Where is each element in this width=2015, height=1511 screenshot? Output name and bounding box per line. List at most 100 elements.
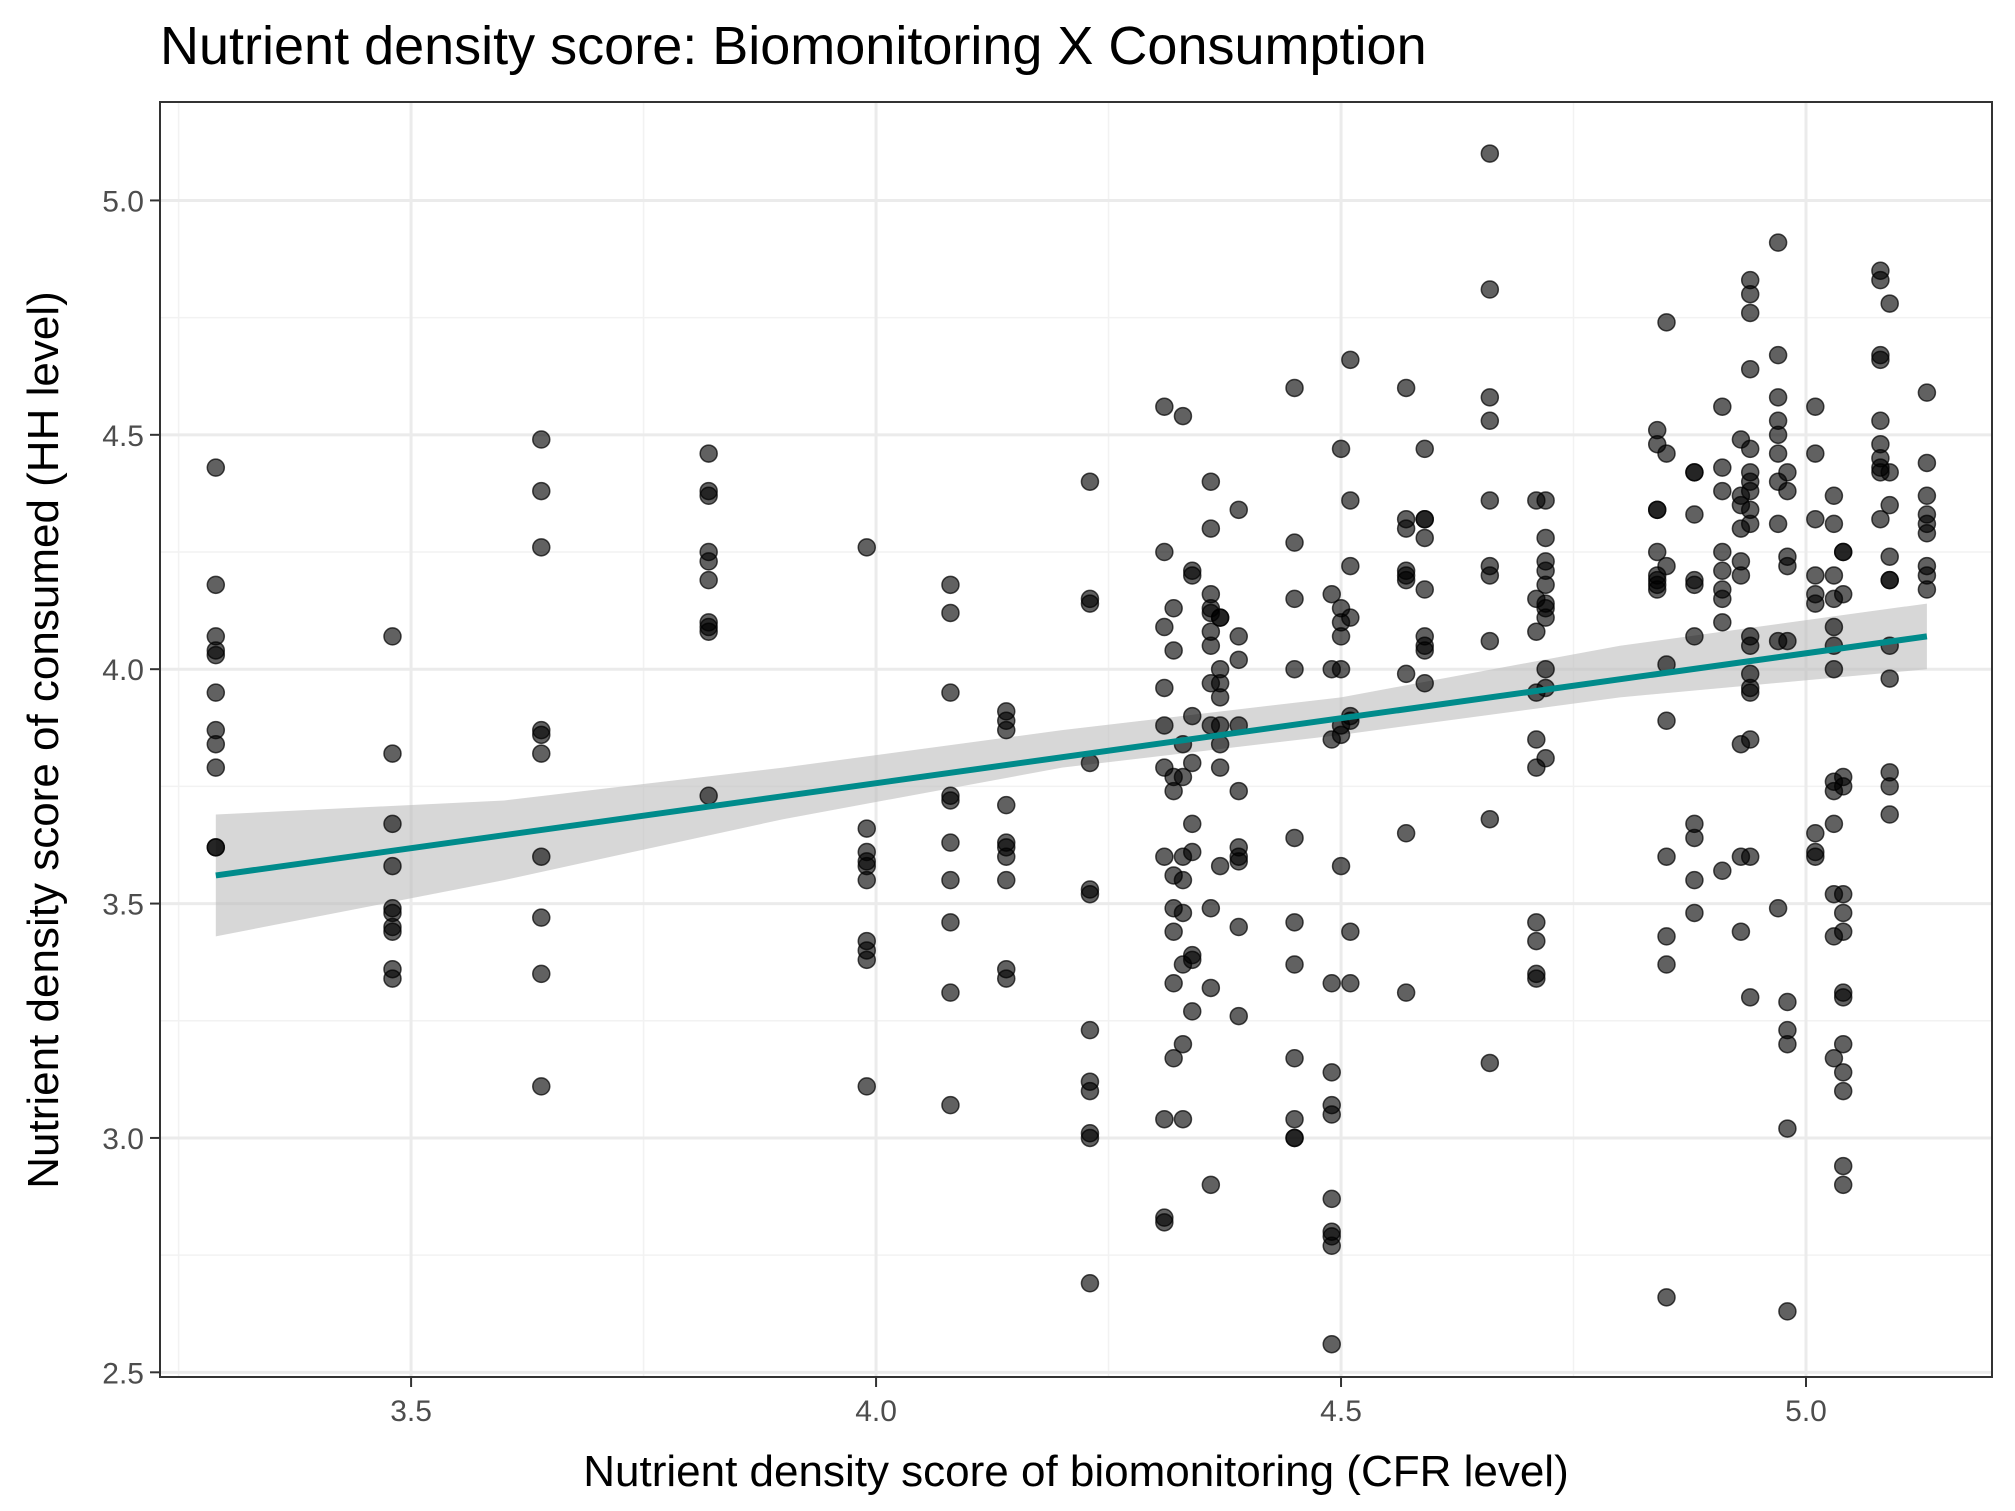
data-point xyxy=(1155,1213,1174,1232)
data-point xyxy=(1880,805,1899,824)
y-tick-label: 4.5 xyxy=(102,420,144,453)
data-point xyxy=(1740,988,1760,1007)
data-point xyxy=(1768,899,1788,918)
data-point xyxy=(1182,1002,1202,1021)
data-point xyxy=(997,720,1016,740)
data-point xyxy=(1647,580,1667,599)
data-point xyxy=(1778,992,1797,1012)
data-point xyxy=(1833,777,1853,796)
data-point xyxy=(1229,1006,1248,1026)
data-point xyxy=(1778,1034,1797,1054)
y-axis: 2.5 3.0 3.5 4.0 4.5 5.0 xyxy=(102,185,160,1390)
data-point xyxy=(1778,1302,1797,1321)
data-point xyxy=(1768,345,1788,365)
data-point xyxy=(1740,481,1760,501)
data-point xyxy=(1778,631,1797,651)
data-point xyxy=(1182,706,1202,726)
data-point xyxy=(699,444,718,463)
data-point xyxy=(1536,575,1555,595)
data-point xyxy=(1285,659,1304,679)
data-point xyxy=(1536,608,1555,627)
data-point xyxy=(1210,608,1230,627)
data-point xyxy=(1080,594,1100,613)
data-point xyxy=(1331,439,1351,459)
data-point xyxy=(1341,556,1360,576)
data-point xyxy=(1824,514,1844,534)
data-point xyxy=(1833,903,1853,923)
data-point xyxy=(1229,627,1248,646)
data-point xyxy=(1768,388,1788,407)
data-point xyxy=(1155,617,1174,637)
data-point xyxy=(1740,359,1760,379)
data-point xyxy=(1917,524,1937,543)
points-layer xyxy=(206,144,1937,1354)
data-point xyxy=(206,838,226,857)
data-point xyxy=(1480,144,1500,163)
data-point xyxy=(1285,955,1304,974)
data-point xyxy=(1768,514,1788,534)
data-point xyxy=(1768,444,1788,463)
data-point xyxy=(1201,472,1221,491)
data-point xyxy=(206,758,226,777)
data-point xyxy=(1229,781,1248,801)
data-point xyxy=(1880,463,1899,482)
data-point xyxy=(1080,1020,1100,1040)
data-point xyxy=(1341,491,1360,510)
data-point xyxy=(1768,233,1788,252)
data-point xyxy=(941,833,960,852)
data-point xyxy=(383,627,402,646)
data-point xyxy=(1480,566,1500,585)
data-point xyxy=(1917,486,1937,505)
data-point xyxy=(1713,458,1732,477)
data-point xyxy=(1210,856,1230,876)
data-point xyxy=(1917,580,1937,599)
data-point xyxy=(1285,828,1304,848)
data-point xyxy=(1833,1063,1853,1082)
data-point xyxy=(1480,411,1500,430)
data-point xyxy=(532,430,551,449)
data-point xyxy=(1740,439,1760,459)
data-point xyxy=(1713,397,1732,416)
data-point xyxy=(532,1077,551,1096)
data-point xyxy=(383,814,402,834)
data-point xyxy=(1657,847,1676,866)
data-point xyxy=(1480,809,1500,829)
data-point xyxy=(1164,974,1183,993)
y-tick-label: 2.5 xyxy=(102,1357,144,1390)
data-point xyxy=(1080,1128,1100,1148)
data-point xyxy=(1285,1049,1304,1068)
data-point xyxy=(1527,622,1546,641)
data-point xyxy=(1322,1334,1341,1354)
data-point xyxy=(997,847,1016,866)
data-point xyxy=(1806,444,1825,463)
data-point xyxy=(1201,899,1221,918)
data-point xyxy=(1080,1274,1100,1293)
data-point xyxy=(1713,861,1732,880)
data-point xyxy=(1415,580,1434,599)
data-point xyxy=(206,575,226,595)
data-point xyxy=(1740,683,1760,702)
data-point xyxy=(1229,852,1248,871)
data-point xyxy=(383,856,402,876)
trend-line xyxy=(215,633,1928,879)
data-point xyxy=(1880,547,1899,566)
data-point xyxy=(1824,814,1844,834)
data-point xyxy=(1229,500,1248,520)
data-point xyxy=(1322,1189,1341,1209)
data-point xyxy=(1173,767,1193,787)
data-point xyxy=(532,744,551,763)
data-point xyxy=(1536,749,1555,768)
data-point xyxy=(1647,500,1667,520)
data-point xyxy=(1164,599,1183,618)
data-point xyxy=(206,645,226,665)
data-point xyxy=(1833,1156,1853,1176)
data-point xyxy=(1740,303,1760,323)
data-point xyxy=(699,570,718,590)
data-point xyxy=(1657,444,1676,463)
data-point xyxy=(1322,1063,1341,1082)
data-point xyxy=(1880,294,1899,313)
data-point xyxy=(1731,566,1751,585)
data-point xyxy=(1740,514,1760,534)
data-point xyxy=(1713,613,1732,632)
data-point xyxy=(1657,1288,1676,1307)
